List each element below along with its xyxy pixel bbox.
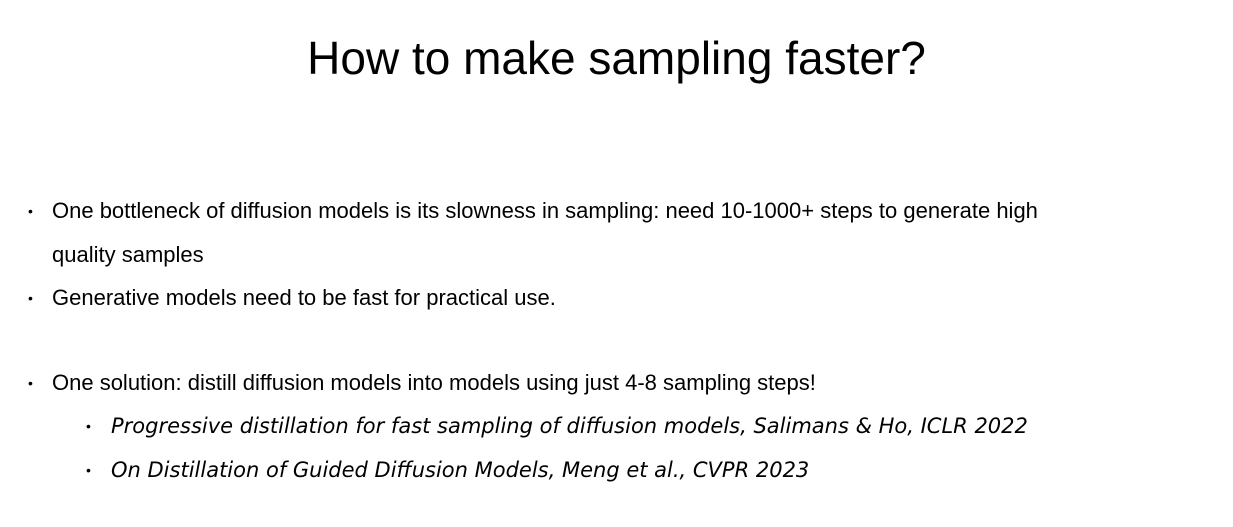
citation-text: On Distillation of Guided Diffusion Mode… xyxy=(111,458,810,482)
sub-bullet-dot: • xyxy=(86,462,91,478)
bullet-text: One solution: distill diffusion models i… xyxy=(52,370,816,395)
bullet-dot: • xyxy=(28,290,33,306)
bullet-dot: • xyxy=(28,375,33,391)
sub-bullet-dot: • xyxy=(86,418,91,434)
slide-title: How to make sampling faster? xyxy=(307,32,926,84)
bullet-text: Generative models need to be fast for pr… xyxy=(52,285,556,310)
bullet-text: One bottleneck of diffusion models is it… xyxy=(52,198,1038,223)
bullet-text-continued: quality samples xyxy=(52,242,204,267)
bullet-dot: • xyxy=(28,203,33,219)
citation-text: Progressive distillation for fast sampli… xyxy=(111,414,1028,438)
